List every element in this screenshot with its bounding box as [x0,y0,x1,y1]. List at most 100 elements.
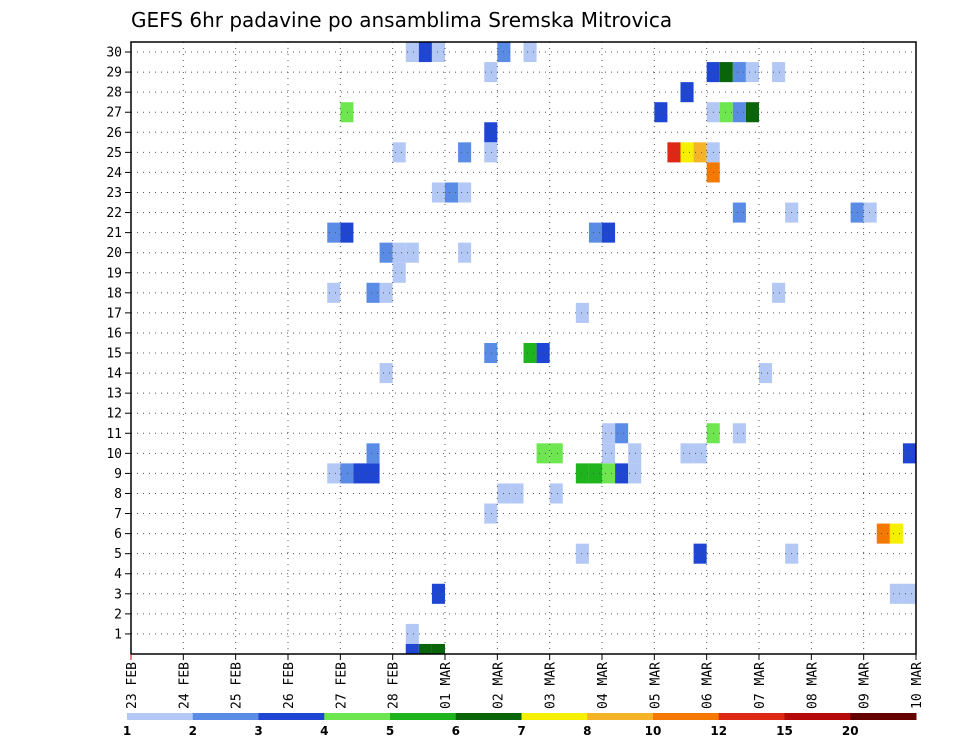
x-tick-label: 06 MAR [701,662,716,709]
y-tick-label: 14 [106,367,122,382]
heatmap-cell [902,583,916,604]
x-tick-label: 08 MAR [805,662,820,709]
heatmap-cell [327,222,341,243]
heatmap-cell [654,102,668,123]
heatmap-cell [392,262,406,283]
heatmap-cell [549,483,563,504]
legend-label: 2 [189,724,197,738]
y-tick-label: 9 [114,467,122,482]
heatmap-cell [458,242,472,263]
legend-swatch [718,713,785,720]
heatmap-cell [772,62,786,83]
legend-label: 12 [710,724,727,738]
y-tick-label: 5 [114,547,122,562]
y-tick-label: 15 [106,347,122,362]
y-tick-label: 24 [106,166,122,181]
legend-swatch [390,713,457,720]
x-tick-label: 24 FEB [177,662,192,709]
heatmap-cell [445,182,459,203]
heatmap-cell [536,342,550,364]
legend-label: 3 [254,724,262,738]
heatmap-cell [902,443,916,464]
y-tick-label: 12 [106,407,122,422]
x-tick-label: 01 MAR [439,662,454,709]
heatmap-cell [418,643,432,654]
legend-swatch [192,713,259,720]
heatmap-cell [392,242,406,263]
y-tick-label: 26 [106,126,122,141]
x-tick-label: 02 MAR [491,662,506,709]
x-tick-label: 04 MAR [596,662,611,709]
legend-label: 6 [452,724,460,738]
heatmap-cell [588,222,602,243]
heatmap-cell [719,102,733,123]
plot-frame [130,41,917,655]
heatmap-cell [602,443,616,464]
heatmap-cell [523,342,537,364]
x-tick-label: 05 MAR [648,662,663,709]
heatmap-cell [628,443,642,464]
legend-swatch [324,713,391,720]
cells-layer [327,42,916,654]
heatmap-cell [575,543,589,564]
x-tick-label: 28 FEB [387,662,402,709]
heatmap-cell [431,583,445,604]
y-tick-label: 21 [106,226,122,241]
y-tick-label: 27 [106,106,122,121]
heatmap-cell [602,222,616,243]
heatmap-cell [732,423,746,444]
x-tick-label: 10 MAR [910,662,925,709]
heatmap-cell [863,202,877,223]
heatmap-cell [615,423,629,444]
heatmap-cell [693,142,707,163]
heatmap-cell [340,463,354,484]
heatmap-cell [405,42,419,63]
heatmap-cell [549,443,563,464]
y-tick-label: 20 [106,246,122,261]
legend-label: 10 [645,724,662,738]
y-tick-label: 23 [106,186,122,201]
heatmap-cell [667,142,681,163]
x-tick-label: 03 MAR [544,662,559,709]
legend-label: 5 [386,724,394,738]
heatmap-cell [719,62,733,83]
legend-swatch [850,713,917,720]
legend-label: 15 [776,724,793,738]
legend-swatch [127,713,194,720]
heatmap-cell [602,463,616,484]
heatmap-cell [366,443,380,464]
y-tick-label: 6 [114,527,122,542]
heatmap-cell [523,42,537,63]
heatmap-cell [484,122,498,143]
y-tick-label: 4 [114,567,122,582]
x-tick-label: 09 MAR [858,662,873,709]
y-tick-label: 28 [106,86,122,101]
heatmap-cell [876,523,890,544]
heatmap-cell [536,443,550,464]
heatmap-cell [484,342,498,364]
heatmap-cell [431,643,445,654]
legend-label: 8 [583,724,591,738]
axes: 1234567891011121314151617181920212223242… [106,41,925,709]
heatmap-cell [405,242,419,263]
y-tick-label: 30 [106,46,122,61]
heatmap-cell [745,102,759,123]
heatmap-cell [680,82,694,103]
heatmap-cell [615,463,629,484]
heatmap-cell [340,222,354,243]
chart-title: GEFS 6hr padavine po ansamblima Sremska … [131,8,672,32]
heatmap-cell [693,543,707,564]
heatmap-cell [759,363,773,384]
heatmap-cell [732,102,746,123]
legend-swatch [587,713,654,720]
legend-label: 1 [123,724,131,738]
x-tick-label: 07 MAR [753,662,768,709]
y-tick-label: 1 [114,627,122,642]
x-tick-label: 27 FEB [334,662,349,709]
heatmap-cell [392,142,406,163]
y-tick-label: 8 [114,487,122,502]
heatmap-cell [340,102,354,123]
legend-swatch [455,713,522,720]
heatmap-cell [889,523,903,544]
heatmap-cell [628,463,642,484]
